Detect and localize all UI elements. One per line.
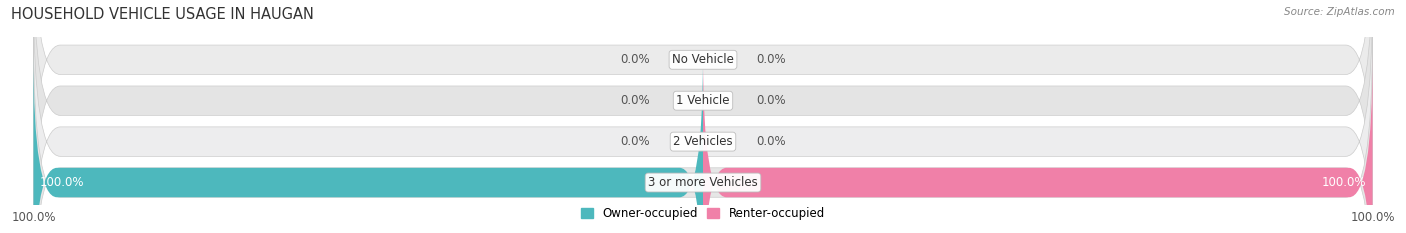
- FancyBboxPatch shape: [34, 54, 703, 233]
- FancyBboxPatch shape: [34, 0, 1372, 209]
- Text: HOUSEHOLD VEHICLE USAGE IN HAUGAN: HOUSEHOLD VEHICLE USAGE IN HAUGAN: [11, 7, 314, 22]
- Text: 100.0%: 100.0%: [1350, 211, 1395, 224]
- Text: 0.0%: 0.0%: [756, 135, 786, 148]
- FancyBboxPatch shape: [34, 34, 1372, 233]
- Text: 1 Vehicle: 1 Vehicle: [676, 94, 730, 107]
- FancyBboxPatch shape: [34, 0, 1372, 233]
- Text: 3 or more Vehicles: 3 or more Vehicles: [648, 176, 758, 189]
- Text: 0.0%: 0.0%: [756, 53, 786, 66]
- Text: Source: ZipAtlas.com: Source: ZipAtlas.com: [1284, 7, 1395, 17]
- Text: 0.0%: 0.0%: [620, 53, 650, 66]
- Text: 0.0%: 0.0%: [756, 94, 786, 107]
- Text: 100.0%: 100.0%: [41, 176, 84, 189]
- Text: 0.0%: 0.0%: [620, 94, 650, 107]
- Text: 2 Vehicles: 2 Vehicles: [673, 135, 733, 148]
- Text: 100.0%: 100.0%: [1322, 176, 1365, 189]
- Text: 0.0%: 0.0%: [620, 135, 650, 148]
- Text: No Vehicle: No Vehicle: [672, 53, 734, 66]
- FancyBboxPatch shape: [34, 0, 1372, 233]
- FancyBboxPatch shape: [703, 54, 1372, 233]
- Text: 100.0%: 100.0%: [11, 211, 56, 224]
- Legend: Owner-occupied, Renter-occupied: Owner-occupied, Renter-occupied: [576, 202, 830, 225]
